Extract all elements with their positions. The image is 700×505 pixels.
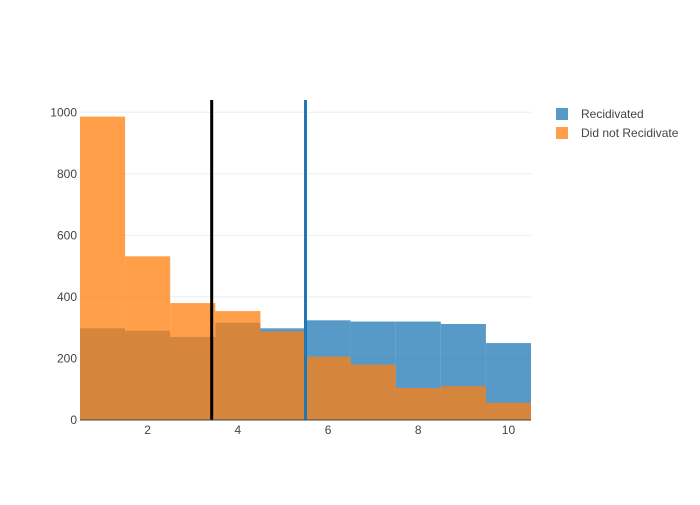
legend-label[interactable]: Recidivated (581, 107, 644, 121)
legend-swatch[interactable] (556, 108, 568, 120)
legend[interactable]: Recidivated Did not Recidivate (556, 107, 679, 140)
legend-swatch[interactable] (556, 127, 568, 139)
x-tick-label: 8 (415, 423, 422, 437)
axis-layer: 0 200 400 600 800 1000 2 4 6 8 10 (50, 105, 531, 437)
bar-did-not-recidivate[interactable] (125, 256, 171, 420)
legend-label[interactable]: Did not Recidivate (581, 126, 679, 140)
x-tick-label: 6 (325, 423, 332, 437)
y-tick-label: 0 (70, 413, 77, 427)
x-tick-label: 10 (502, 423, 516, 437)
bar-did-not-recidivate[interactable] (80, 116, 126, 420)
bar-did-not-recidivate[interactable] (485, 402, 531, 420)
bar-did-not-recidivate[interactable] (350, 364, 396, 420)
bar-did-not-recidivate[interactable] (260, 331, 306, 420)
bar-did-not-recidivate[interactable] (395, 388, 441, 420)
bars-layer (80, 116, 531, 420)
bar-did-not-recidivate[interactable] (215, 311, 261, 420)
y-tick-label: 600 (57, 228, 77, 242)
y-tick-label: 200 (57, 351, 77, 365)
x-tick-label: 4 (235, 423, 242, 437)
bar-did-not-recidivate[interactable] (440, 386, 486, 420)
bar-did-not-recidivate[interactable] (170, 303, 216, 420)
y-tick-label: 400 (57, 290, 77, 304)
vertical-lines-layer (210, 100, 307, 420)
bar-did-not-recidivate[interactable] (305, 356, 351, 420)
x-tick-label: 2 (144, 423, 151, 437)
y-tick-label: 1000 (50, 105, 77, 119)
y-tick-label: 800 (57, 167, 77, 181)
